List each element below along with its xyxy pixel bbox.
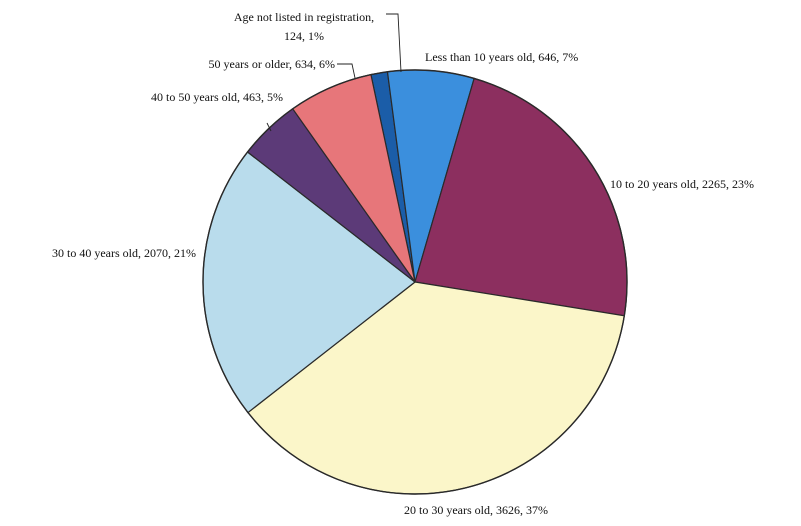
leader-50-or-older [337,63,356,79]
label-30-to-40: 30 to 40 years old, 2070, 21% [52,246,196,260]
pie-slices [202,69,628,495]
label-40-to-50: 40 to 50 years old, 463, 5% [151,90,283,104]
label-50-or-older: 50 years or older, 634, 6% [209,57,336,71]
label-age-not-listed-line2: 124, 1% [284,29,324,43]
leader-40-to-50 [266,122,272,132]
label-20-to-30: 20 to 30 years old, 3626, 37% [404,503,548,517]
label-age-not-listed-line1: Age not listed in registration, [234,10,374,24]
leader-age-not-listed [386,13,402,73]
pie-outline [202,69,628,495]
label-10-to-20: 10 to 20 years old, 2265, 23% [610,177,754,191]
slice-labels: Age not listed in registration, 124, 1% … [52,10,754,517]
label-less-than-10: Less than 10 years old, 646, 7% [425,50,578,64]
leader-lines [266,13,402,132]
